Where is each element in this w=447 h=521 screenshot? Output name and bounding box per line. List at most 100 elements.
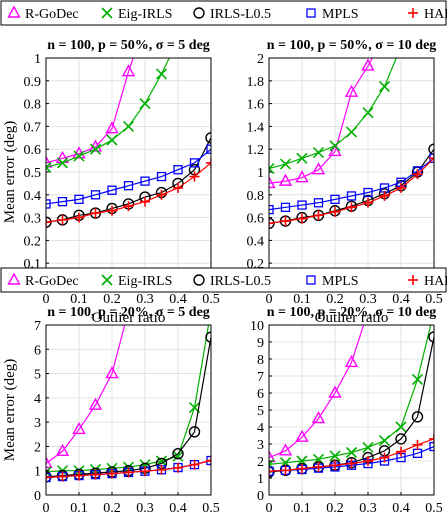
data-point-eig-irls-5-stroke-b [122, 120, 135, 132]
legend-item-irls-l0-5: IRLS-L0.5 [193, 274, 271, 289]
data-point-r-godec-0 [269, 450, 276, 463]
legend-top: R-GoDec Eig-IRLS IRLS-L0.5 MPLS HARA [0, 0, 447, 26]
series-hara [269, 433, 434, 477]
legend-label-hara: HARA [424, 274, 447, 289]
legend-item-eig-irls: Eig-IRLS [101, 7, 172, 22]
data-point-hara-10 [429, 433, 434, 444]
legend-label-mpls: MPLS [322, 274, 359, 289]
y-axis-label: Mean error (deg) [2, 121, 18, 223]
axes-box [45, 324, 212, 496]
series-layer [269, 58, 434, 229]
data-point-r-godec-2 [72, 421, 86, 435]
y-tick-label: 3 [34, 416, 41, 431]
data-point-hara-3 [313, 461, 324, 472]
legend-box [0, 267, 447, 293]
series-r-godec [269, 58, 375, 189]
x-tick-label: 0.5 [425, 501, 443, 516]
legend-label-eig-irls: Eig-IRLS [118, 7, 172, 22]
data-point-irls-l0-5-8 [395, 433, 407, 445]
data-point-eig-irls-7 [378, 435, 391, 447]
data-point-eig-irls-6 [362, 441, 374, 453]
chart-panel-bottom-right: n = 100, p = 20%, σ = 10 deg 0 0.1 0.2 0.3 0.… [250, 305, 443, 521]
y-tick-label: 2 [34, 440, 41, 455]
x-tick-label: 0.2 [326, 292, 344, 307]
data-point-eig-irls-5 [345, 446, 358, 459]
data-point-hara-0 [269, 218, 274, 229]
data-point-r-godec-1-shape [278, 173, 293, 186]
chart-title: n = 100, p = 50%, σ = 10 deg [267, 38, 437, 53]
data-point-hara-9 [412, 169, 423, 180]
data-point-eig-irls-5-stroke-b [345, 446, 358, 459]
data-point-hara-1 [280, 216, 291, 227]
data-point-hara-8 [173, 182, 183, 193]
legend-item-hara: HARA [408, 274, 447, 289]
data-point-r-godec-0-shape [46, 455, 53, 469]
data-point-mpls-1-shape [280, 202, 291, 212]
y-axis: 00.20.40.60.811.21.41.61.82 [247, 52, 272, 295]
legend-bottom: R-GoDec Eig-IRLS IRLS-L0.5 MPLS HARA [0, 267, 447, 293]
data-point-hara-7 [379, 452, 390, 463]
data-point-eig-irls-7 [155, 68, 168, 80]
data-point-hara-7 [156, 189, 167, 200]
data-point-irls-l0-5-9-shape [411, 411, 424, 423]
y-tick-label: 0.7 [24, 120, 42, 135]
data-point-irls-l0-5-9 [188, 426, 201, 438]
data-point-eig-irls-0-stroke-b [46, 161, 52, 169]
x-tick-label: 0.4 [392, 292, 410, 307]
data-point-irls-l0-5-10 [428, 143, 434, 155]
legend-box [0, 0, 447, 26]
data-point-eig-irls-9-stroke-b [188, 402, 201, 414]
chart-panel-bottom-left: n = 100, p = 20%, σ = 5 deg 0 0.1 0.2 0.3 0.4… [2, 305, 220, 521]
series-r-godec [269, 325, 365, 463]
legend-marker-eig-irls-stroke-b [101, 274, 113, 286]
legend-item-eig-irls: Eig-IRLS [101, 274, 172, 289]
data-point-irls-l0-5-0 [269, 466, 275, 478]
data-point-hara-5 [123, 467, 134, 478]
data-point-hara-6 [363, 197, 373, 208]
data-point-mpls-10 [206, 144, 211, 154]
data-point-r-godec-4-shape [328, 144, 342, 157]
legend-marker-irls-l0-5 [193, 274, 205, 286]
data-point-r-godec-0-shape [269, 175, 276, 189]
data-point-r-godec-0 [46, 455, 53, 469]
legend-item-r-godec: R-GoDec [7, 272, 79, 289]
data-point-hara-3 [313, 210, 324, 221]
data-point-hara-1 [280, 465, 291, 476]
data-point-eig-irls-8-stroke-b [395, 421, 407, 433]
data-point-mpls-6-shape [140, 176, 150, 186]
data-point-eig-irls-7-stroke-b [378, 435, 391, 447]
data-point-mpls-10-shape [429, 441, 434, 452]
data-point-eig-irls-7-stroke-b [155, 68, 168, 80]
legend-label-irls-l0-5: IRLS-L0.5 [210, 7, 271, 22]
legend-marker-r-godec-shape [7, 5, 21, 18]
y-tick-label: 0.2 [24, 234, 42, 249]
y-tick-label: 1 [257, 166, 264, 181]
data-point-r-godec-4 [328, 385, 342, 398]
data-point-mpls-3 [313, 198, 324, 208]
data-point-r-godec-5-shape [121, 64, 136, 77]
data-point-eig-irls-9 [411, 373, 424, 385]
series-line-mpls [269, 157, 434, 211]
y-tick-label: 3 [257, 438, 264, 453]
legend-marker-irls-l0-5-shape [193, 7, 205, 19]
y-tick-label: 7 [34, 319, 41, 334]
data-point-mpls-7-shape [156, 171, 167, 182]
data-point-hara-9 [189, 459, 200, 470]
data-point-eig-irls-6-stroke-b [139, 98, 151, 110]
legend-label-irls-l0-5: IRLS-L0.5 [210, 274, 271, 289]
data-point-hara-9 [412, 439, 423, 450]
data-point-eig-irls-6-stroke-b [139, 459, 151, 471]
data-point-irls-l0-5-9-shape [188, 426, 201, 438]
data-point-r-godec-1-shape [55, 443, 70, 456]
series-layer [46, 58, 211, 228]
data-point-r-godec-4-shape [328, 385, 342, 398]
x-tick-label: 0.4 [169, 501, 187, 516]
data-point-hara-0 [46, 217, 51, 228]
data-point-irls-l0-5-8 [172, 448, 184, 460]
data-point-mpls-3 [90, 190, 101, 200]
data-point-mpls-5-shape [346, 191, 357, 201]
y-tick-label: 4 [257, 421, 264, 436]
series-line-r-godec [46, 58, 134, 164]
legend-label-eig-irls: Eig-IRLS [118, 274, 172, 289]
data-point-r-godec-3-shape [311, 162, 326, 175]
